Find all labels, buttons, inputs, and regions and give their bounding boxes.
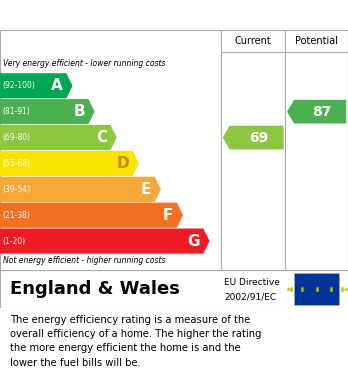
Text: F: F xyxy=(163,208,173,223)
Text: 2002/91/EC: 2002/91/EC xyxy=(224,293,277,302)
Text: (55-68): (55-68) xyxy=(3,159,31,168)
Text: 87: 87 xyxy=(312,105,332,119)
Text: (69-80): (69-80) xyxy=(3,133,31,142)
Text: G: G xyxy=(187,233,200,249)
Text: C: C xyxy=(96,130,107,145)
Text: E: E xyxy=(141,182,151,197)
Text: Not energy efficient - higher running costs: Not energy efficient - higher running co… xyxy=(3,256,165,265)
Text: (92-100): (92-100) xyxy=(3,81,35,90)
Text: Potential: Potential xyxy=(295,36,338,46)
Text: The energy efficiency rating is a measure of the
overall efficiency of a home. T: The energy efficiency rating is a measur… xyxy=(10,315,262,368)
Text: EU Directive: EU Directive xyxy=(224,278,280,287)
Text: Energy Efficiency Rating: Energy Efficiency Rating xyxy=(10,6,239,24)
Polygon shape xyxy=(223,126,284,149)
Text: Current: Current xyxy=(235,36,271,46)
Polygon shape xyxy=(0,125,117,150)
Polygon shape xyxy=(0,203,183,228)
Text: B: B xyxy=(73,104,85,119)
Text: (21-38): (21-38) xyxy=(3,211,31,220)
Polygon shape xyxy=(0,177,161,202)
Text: A: A xyxy=(51,78,63,93)
Text: (81-91): (81-91) xyxy=(3,107,31,116)
Bar xyxy=(294,273,339,305)
Polygon shape xyxy=(287,100,346,124)
Text: D: D xyxy=(117,156,129,171)
Polygon shape xyxy=(0,73,72,99)
Polygon shape xyxy=(0,228,209,254)
Text: England & Wales: England & Wales xyxy=(10,280,180,298)
Text: (1-20): (1-20) xyxy=(3,237,26,246)
Text: (39-54): (39-54) xyxy=(3,185,31,194)
Polygon shape xyxy=(0,99,95,124)
Text: Very energy efficient - lower running costs: Very energy efficient - lower running co… xyxy=(3,59,165,68)
Text: 69: 69 xyxy=(249,131,268,145)
Polygon shape xyxy=(0,151,139,176)
